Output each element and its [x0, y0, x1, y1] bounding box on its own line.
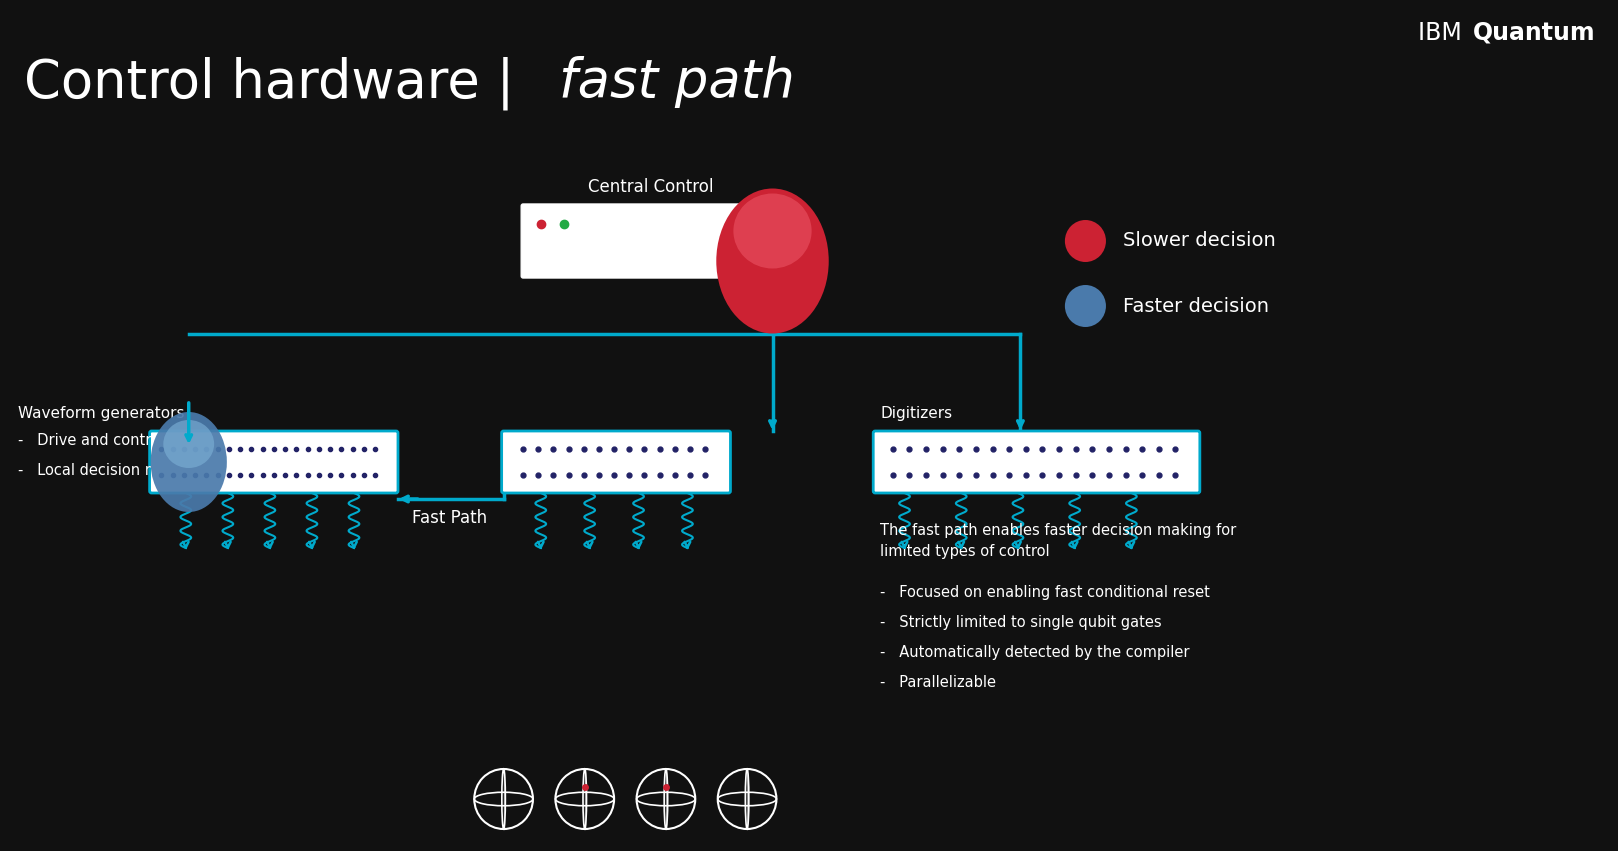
FancyBboxPatch shape — [502, 431, 730, 493]
Ellipse shape — [163, 420, 214, 468]
Text: Faster decision: Faster decision — [1123, 296, 1269, 316]
FancyBboxPatch shape — [149, 431, 398, 493]
Text: Slower decision: Slower decision — [1123, 231, 1275, 250]
Text: IBM: IBM — [1417, 21, 1469, 45]
Text: -   Strictly limited to single qubit gates: - Strictly limited to single qubit gates — [880, 615, 1162, 630]
Text: -   Local decision making: - Local decision making — [18, 463, 199, 478]
Ellipse shape — [717, 189, 828, 334]
Text: Control hardware |: Control hardware | — [24, 56, 532, 110]
FancyBboxPatch shape — [521, 204, 780, 278]
Text: -   Focused on enabling fast conditional reset: - Focused on enabling fast conditional r… — [880, 585, 1210, 600]
Text: -  Readout of qubits: - Readout of qubits — [880, 433, 1024, 448]
Ellipse shape — [150, 412, 227, 512]
Ellipse shape — [1065, 285, 1107, 327]
Text: fast path: fast path — [560, 56, 794, 108]
FancyBboxPatch shape — [874, 431, 1201, 493]
Text: -   Automatically detected by the compiler: - Automatically detected by the compiler — [880, 645, 1189, 660]
Text: The fast path enables faster decision making for
limited types of control: The fast path enables faster decision ma… — [880, 523, 1236, 559]
Text: Fast Path: Fast Path — [413, 509, 487, 527]
Text: -   Drive and control of qubits: - Drive and control of qubits — [18, 433, 233, 448]
Ellipse shape — [733, 193, 812, 269]
Text: -   Parallelizable: - Parallelizable — [880, 675, 997, 690]
Text: Digitizers: Digitizers — [880, 406, 953, 421]
Text: Waveform generators: Waveform generators — [18, 406, 184, 421]
Text: Central Control: Central Control — [587, 178, 714, 196]
Ellipse shape — [1065, 220, 1107, 262]
Text: Quantum: Quantum — [1472, 21, 1595, 45]
